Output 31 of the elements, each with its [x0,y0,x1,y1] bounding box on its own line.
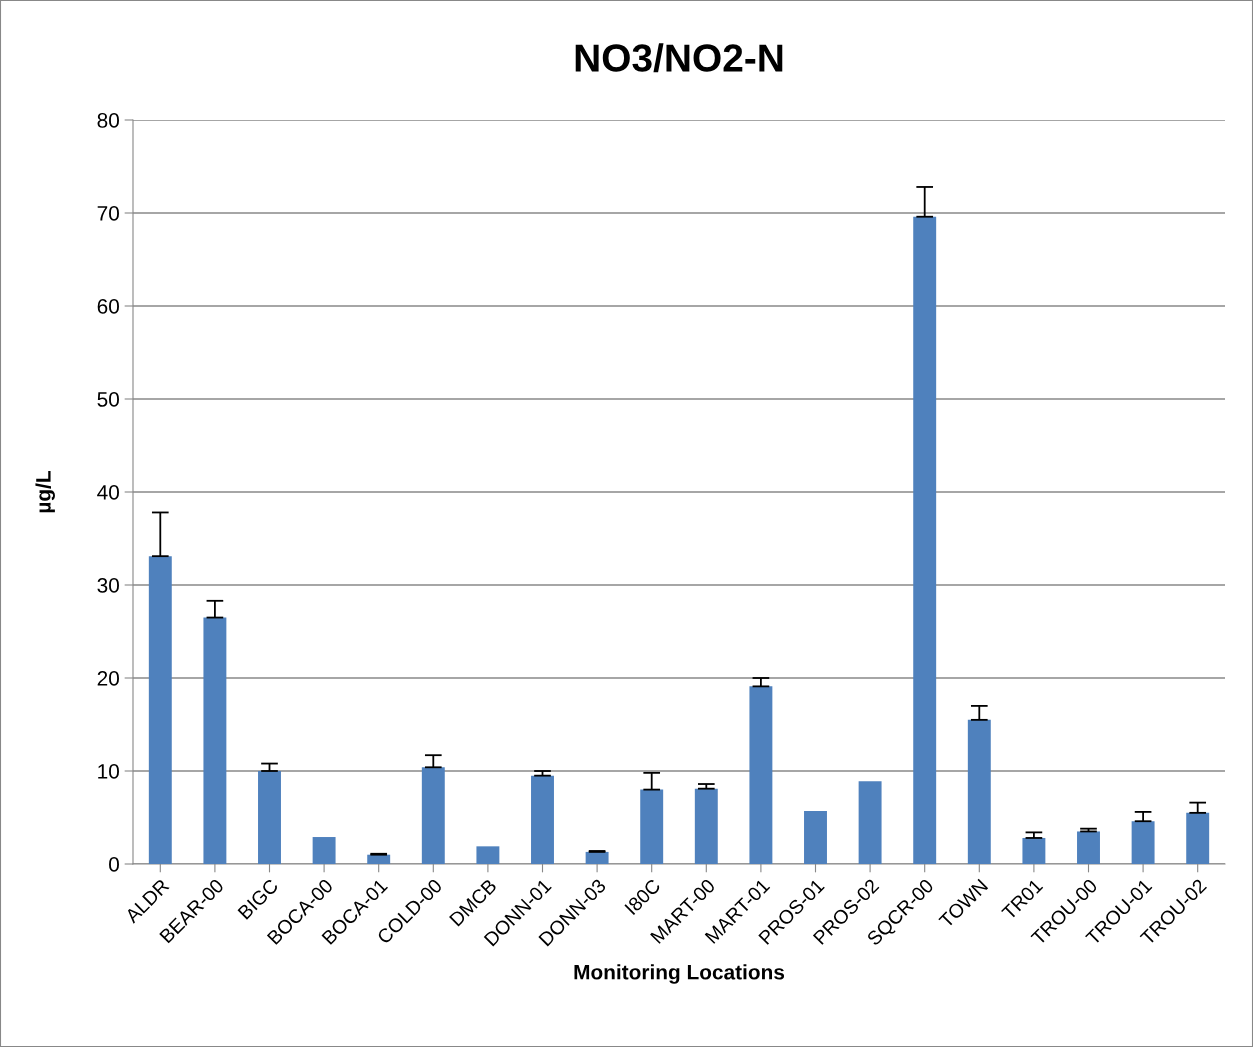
bar [1131,821,1155,864]
y-tick-label: 0 [109,857,119,872]
y-tick-label: 60 [97,299,119,314]
y-tick-label: 10 [98,764,119,779]
bar [531,775,554,864]
y-tick-label: 30 [97,578,119,593]
bar [640,789,664,864]
bar [258,771,281,864]
y-axis-title: µg/L [35,471,55,513]
bar [148,556,172,864]
y-tick-label: 70 [97,206,119,221]
bar [858,781,882,864]
bar [694,788,718,864]
bar [967,719,991,864]
y-tick-label: 20 [97,671,119,686]
bar [312,837,336,864]
bar [203,617,227,864]
x-axis-title: Monitoring Locations [574,964,785,984]
bar [749,686,773,864]
y-tick-label: 80 [97,113,119,128]
y-tick-label: 50 [97,392,119,407]
bar [913,216,937,864]
y-tick-label: 40 [97,485,119,500]
chart-title: NO3/NO2-N [575,43,783,73]
bar [1077,831,1100,864]
bar [1022,837,1046,864]
bar [421,767,445,864]
bar [476,846,500,864]
bar [804,810,827,864]
bar [1186,812,1210,864]
bar [585,851,609,864]
